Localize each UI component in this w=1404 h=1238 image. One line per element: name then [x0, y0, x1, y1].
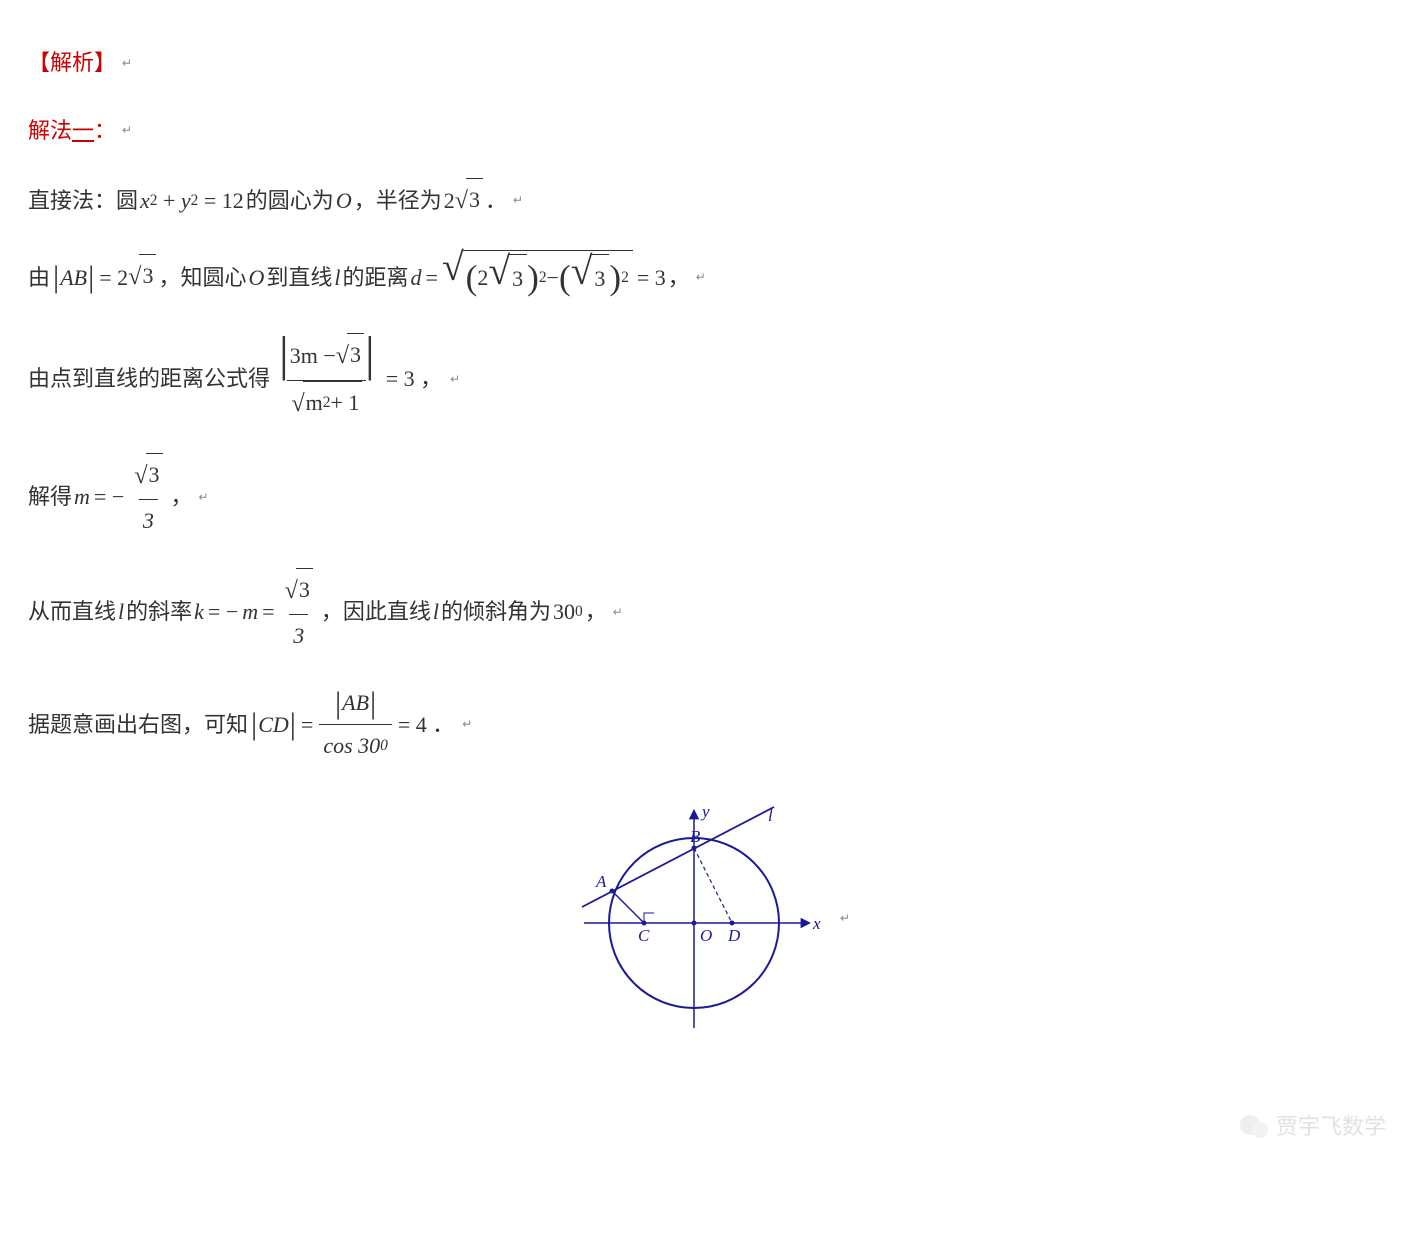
big-root: √ (2 √3 )2 − ( √3 )2 [440, 250, 635, 306]
line-end-icon: ↵ [696, 266, 706, 289]
CD-fraction: |AB| cos 300 [317, 682, 394, 767]
svg-text:O: O [700, 926, 712, 945]
line-end-icon: ↵ [122, 52, 132, 75]
text: 到直线 [266, 257, 332, 299]
method-prefix: 解法 [28, 110, 72, 152]
eq: = [260, 591, 276, 633]
text: ，半径为 [354, 180, 442, 222]
line-end-icon: ↵ [613, 601, 623, 624]
text: 从而直线 [28, 591, 116, 633]
svg-text:C: C [638, 926, 650, 945]
m-value: √3 3 [128, 453, 168, 542]
var-m: m [240, 591, 260, 633]
svg-text:l: l [768, 806, 773, 825]
text: ， [171, 476, 193, 518]
paragraph-5: 从而直线 l 的斜率 k = − m = √3 3 ，因此直线 l 的倾斜角为 … [28, 568, 1376, 657]
text: ， [585, 591, 607, 633]
eq-neg: = − [92, 476, 126, 518]
text: 的圆心为 [246, 180, 334, 222]
method-number: 一 [72, 110, 94, 152]
svg-text:x: x [812, 914, 821, 933]
line-end-icon: ↵ [122, 119, 132, 142]
angle-30: 300 [551, 591, 585, 633]
distance-fraction: | 3m − √3 | √ m2 + 1 [272, 331, 382, 426]
eq-3: = 3 [635, 257, 668, 299]
var-k: k [192, 591, 206, 633]
text: 据题意画出右图，可知 [28, 704, 248, 746]
abs-CD: |CD| [248, 704, 299, 746]
text: 的距离 [343, 257, 409, 299]
text: ． [485, 180, 507, 222]
svg-text:y: y [700, 802, 710, 821]
var-m: m [72, 476, 92, 518]
paragraph-3: 由点到直线的距离公式得 | 3m − √3 | √ m2 + 1 = 3 ， ↵ [28, 331, 1376, 426]
method-header: 解法一： ↵ [28, 110, 1376, 152]
line-end-icon: ↵ [450, 368, 460, 391]
analysis-title: 【解析】 [28, 42, 116, 84]
text: 由点到直线的距离公式得 [28, 358, 270, 400]
svg-text:D: D [727, 926, 741, 945]
paragraph-2: 由 |AB| = 2 √3 ，知圆心 O 到直线 l 的距离 d = √ (2 … [28, 250, 1376, 306]
text: 由 [28, 257, 50, 299]
paragraph-4: 解得 m = − √3 3 ， ↵ [28, 453, 1376, 542]
watermark: 贾宇飞数学 [1238, 1106, 1386, 1148]
text: ，因此直线 [321, 591, 431, 633]
method-suffix: ： [94, 110, 116, 152]
equation-circle: x2 + y2 = 12 [138, 180, 246, 222]
figure-container: A B C DOx y l ↵ [28, 793, 1376, 1043]
svg-text:B: B [690, 827, 701, 846]
line-end-icon: ↵ [840, 907, 850, 930]
text: 的倾斜角为 [441, 591, 551, 633]
text: 直接法：圆 [28, 180, 138, 222]
line-end-icon: ↵ [199, 486, 209, 509]
eq-3: = 3 ， [384, 358, 444, 400]
wechat-icon [1238, 1111, 1270, 1143]
analysis-header: 【解析】 ↵ [28, 42, 1376, 84]
text: 解得 [28, 476, 72, 518]
abs-AB: |AB| [50, 257, 97, 299]
text: 的斜率 [126, 591, 192, 633]
eq: = − [206, 591, 240, 633]
line-end-icon: ↵ [513, 189, 523, 212]
paragraph-1: 直接法：圆 x2 + y2 = 12 的圆心为 O ，半径为 2 √3 ． ↵ [28, 178, 1376, 224]
eq-sign: = [424, 257, 440, 299]
text: ，知圆心 [158, 257, 246, 299]
eq-2root3: = 2 √3 [97, 254, 158, 300]
line-l: l [431, 591, 441, 633]
svg-text:A: A [595, 872, 607, 891]
geometry-figure: A B C DOx y l [554, 793, 834, 1043]
line-end-icon: ↵ [462, 713, 472, 736]
paragraph-6: 据题意画出右图，可知 |CD| = |AB| cos 300 = 4 ． ↵ [28, 682, 1376, 767]
eq: = [299, 704, 315, 746]
var-d: d [409, 257, 424, 299]
text: ， [668, 257, 690, 299]
radius-value: 2 √3 [442, 178, 485, 224]
eq-4: = 4 ． [396, 704, 456, 746]
center-O: O [334, 180, 354, 222]
line-l: l [116, 591, 126, 633]
k-value: √3 3 [279, 568, 319, 657]
center-O: O [246, 257, 266, 299]
line-l: l [332, 257, 342, 299]
watermark-text: 贾宇飞数学 [1276, 1106, 1386, 1148]
